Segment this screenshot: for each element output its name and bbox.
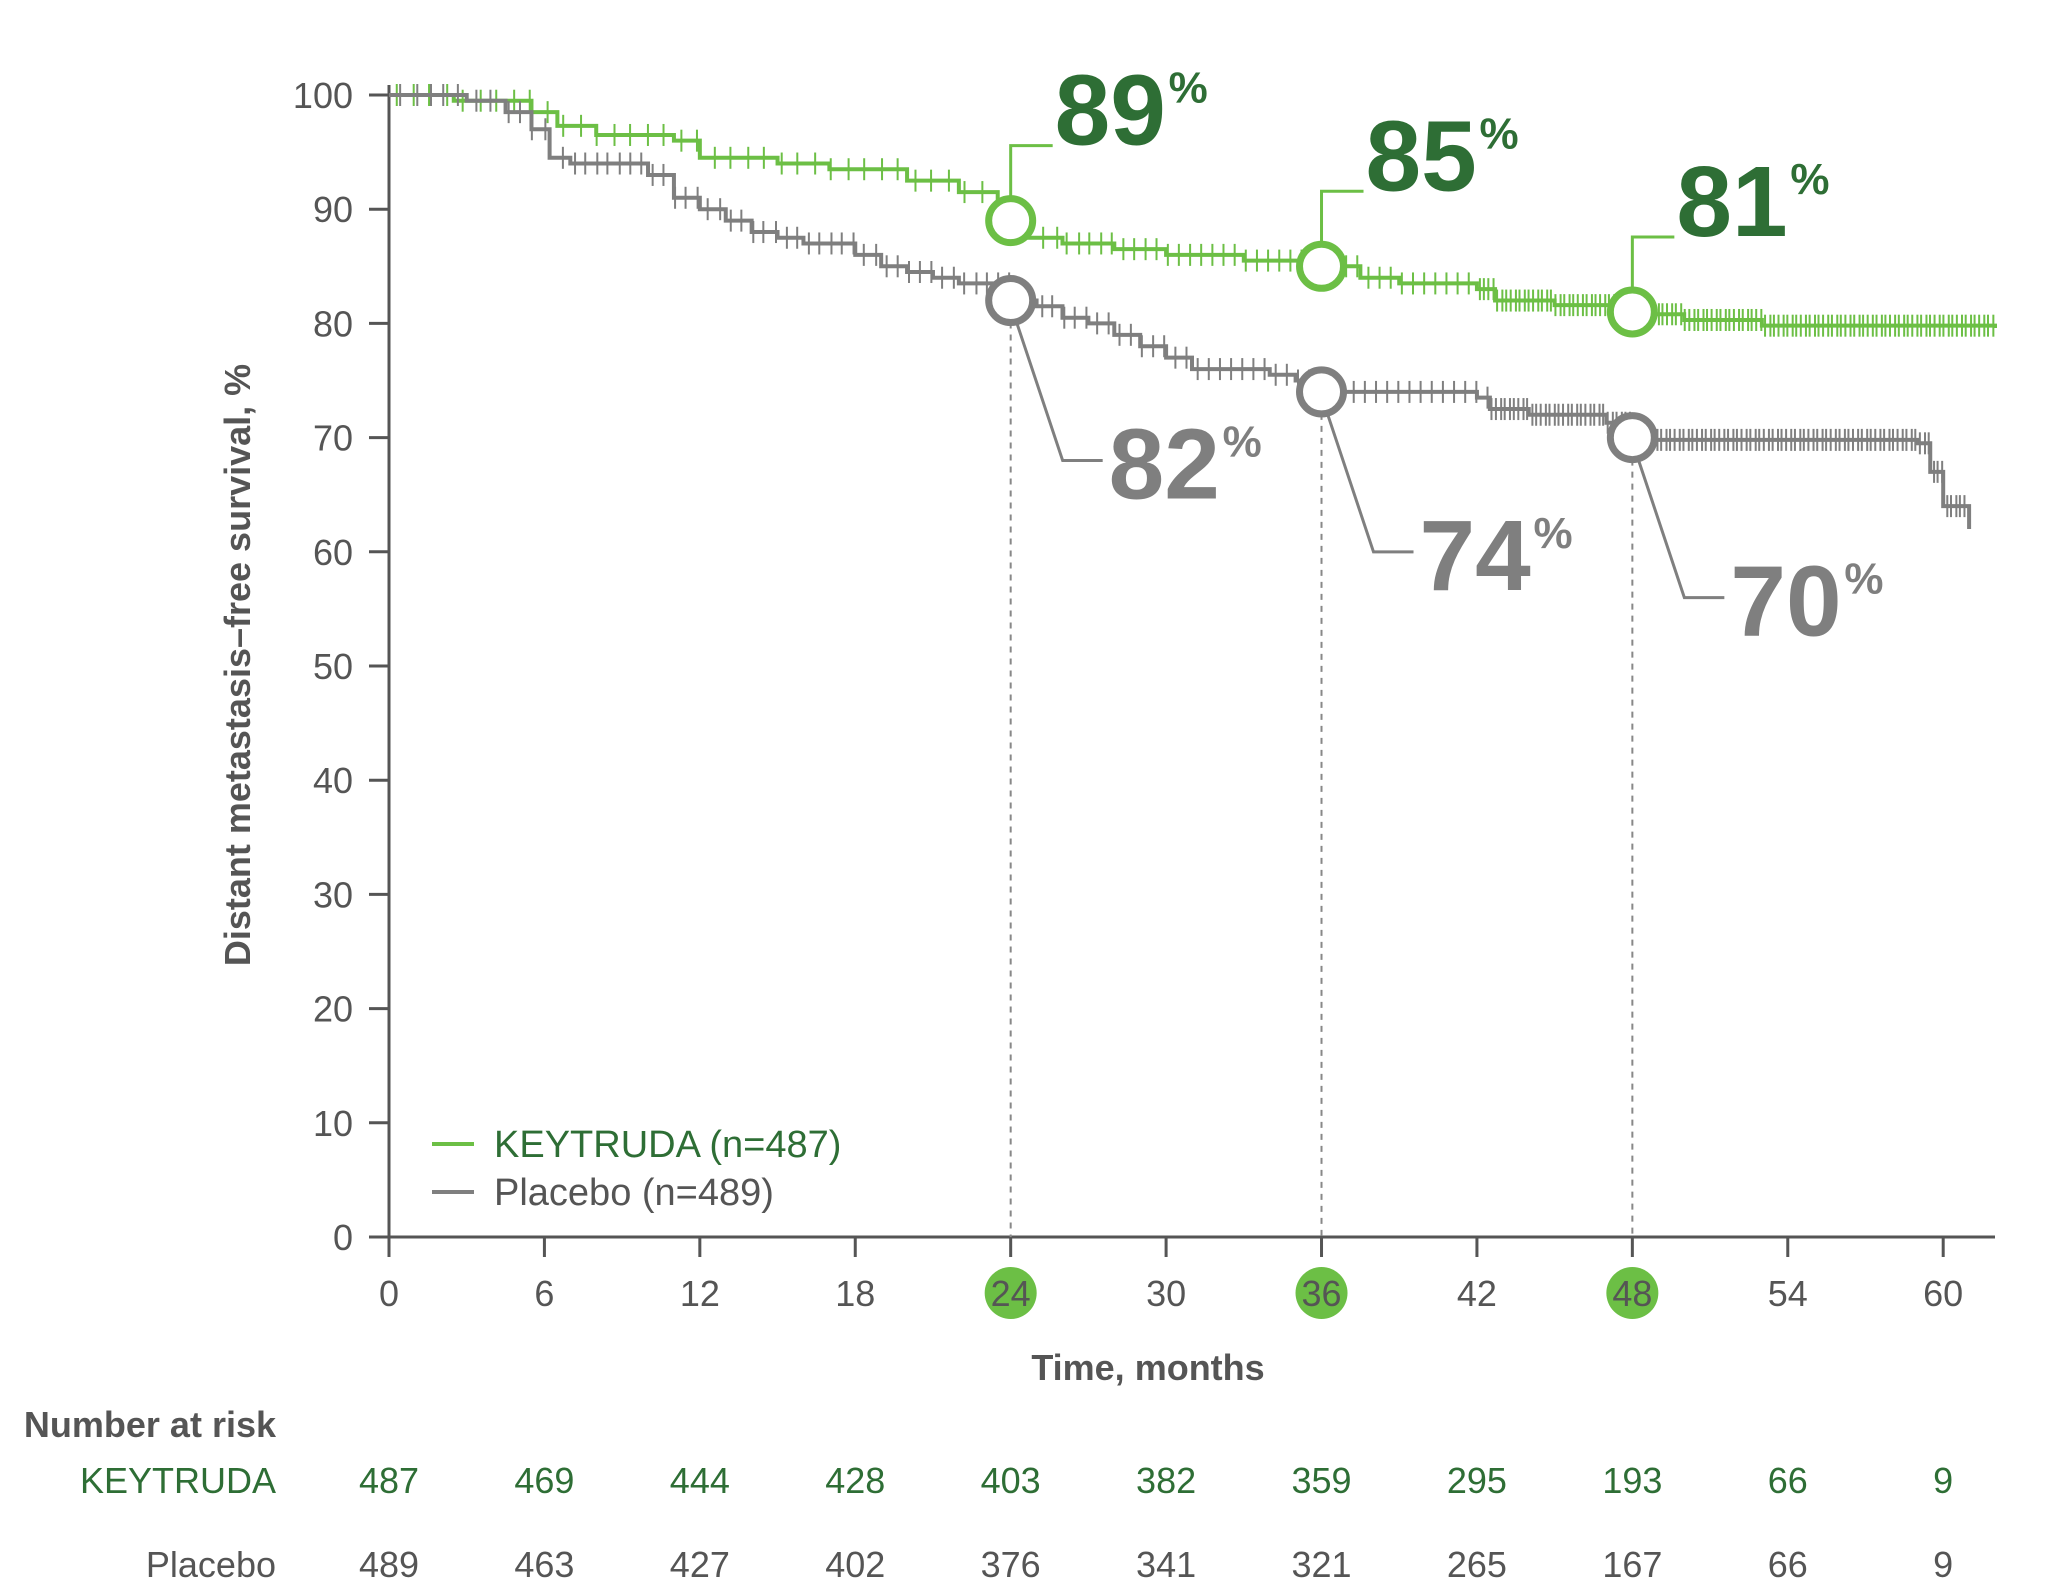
- x-axis-title: Time, months: [1031, 1347, 1264, 1388]
- risk-value: 66: [1768, 1460, 1808, 1501]
- callout-labels: 89 %85 %81 %82 %74 %70%: [1009, 55, 1883, 658]
- keytruda-marker: [1296, 240, 1348, 292]
- keytruda-marker: [985, 195, 1037, 247]
- keytruda-callout-unit: %: [1169, 64, 1208, 113]
- x-tick-highlight: [984, 1267, 1037, 1319]
- guide-lines: [1009, 322, 1634, 1237]
- risk-value: 9: [1933, 1544, 1953, 1585]
- x-tick-label: 42: [1457, 1273, 1497, 1314]
- keytruda-callout-value: 89: [1055, 55, 1166, 167]
- risk-row-label: KEYTRUDA: [80, 1460, 276, 1501]
- risk-value: 469: [514, 1460, 574, 1501]
- risk-value: 444: [670, 1460, 730, 1501]
- risk-row-label: Placebo: [146, 1544, 276, 1585]
- placebo-marker: [1606, 412, 1658, 464]
- placebo-callout-unit: %: [1844, 555, 1883, 604]
- x-tick-highlight: [1295, 1267, 1348, 1319]
- number-at-risk-title: Number at risk: [24, 1404, 277, 1445]
- y-tick-label: 100: [293, 75, 353, 116]
- axes: 0 10 20 30 40 50 60 70 80 90 100 0 6 12 18 24 30 36 42 48 54…: [293, 75, 1995, 1319]
- x-tick-label: 24: [991, 1273, 1031, 1314]
- risk-value: 487: [359, 1460, 419, 1501]
- risk-value: 167: [1602, 1544, 1662, 1585]
- y-tick-label: 80: [313, 303, 353, 344]
- y-tick-label: 30: [313, 874, 353, 915]
- x-tick-label: 60: [1923, 1273, 1963, 1314]
- placebo-marker: [1296, 366, 1348, 418]
- y-tick-label: 10: [313, 1103, 353, 1144]
- keytruda-censor-marks: [395, 84, 1995, 337]
- x-tick-label: 36: [1301, 1273, 1341, 1314]
- legend-entry: Placebo (n=489): [494, 1172, 774, 1214]
- placebo-callout-unit: %: [1223, 418, 1262, 467]
- y-tick-label: 70: [313, 418, 353, 459]
- placebo-curve: [389, 93, 1972, 529]
- callout-markers: [985, 195, 1658, 464]
- placebo-callout-value: 70: [1730, 546, 1841, 658]
- risk-value: 359: [1291, 1460, 1351, 1501]
- placebo-callout-unit: %: [1534, 509, 1573, 558]
- placebo-callout-value: 74: [1420, 500, 1532, 612]
- keytruda-callout-unit: %: [1790, 155, 1829, 204]
- x-tick-label: 30: [1146, 1273, 1186, 1314]
- risk-value: 489: [359, 1544, 419, 1585]
- y-tick-label: 20: [313, 989, 353, 1030]
- placebo-leader: [1326, 413, 1414, 554]
- x-tick-label: 48: [1612, 1273, 1652, 1314]
- keytruda-callout-value: 81: [1676, 146, 1787, 258]
- risk-value: 66: [1768, 1544, 1808, 1585]
- y-tick-label: 60: [313, 532, 353, 573]
- risk-value: 321: [1291, 1544, 1351, 1585]
- risk-value: 193: [1602, 1460, 1662, 1501]
- risk-value: 9: [1933, 1460, 1953, 1501]
- x-tick-label: 12: [680, 1273, 720, 1314]
- risk-value: 403: [981, 1460, 1041, 1501]
- y-axis-title: Distant metastasis–free survival, %: [217, 364, 258, 966]
- legend: KEYTRUDA (n=487) Placebo (n=489): [432, 1124, 841, 1214]
- x-tick-label: 6: [534, 1273, 554, 1314]
- placebo-leader: [1015, 322, 1103, 463]
- risk-value: 382: [1136, 1460, 1196, 1501]
- placebo-leader: [1636, 459, 1725, 600]
- x-tick-label: 54: [1768, 1273, 1808, 1314]
- risk-value: 402: [825, 1544, 885, 1585]
- keytruda-leader: [1009, 144, 1053, 197]
- risk-value: 341: [1136, 1544, 1196, 1585]
- keytruda-marker: [1606, 286, 1658, 338]
- risk-value: 265: [1447, 1544, 1507, 1585]
- x-tick-highlight: [1606, 1267, 1659, 1319]
- placebo-marker: [985, 275, 1037, 327]
- keytruda-leader: [1320, 189, 1364, 243]
- risk-value: 428: [825, 1460, 885, 1501]
- x-tick-label: 0: [379, 1273, 399, 1314]
- number-at-risk-table: Number at risk KEYTRUDA 487 469 444 428 403 382…: [24, 1404, 1953, 1585]
- risk-value: 463: [514, 1544, 574, 1585]
- risk-value: 427: [670, 1544, 730, 1585]
- y-tick-label: 50: [313, 646, 353, 687]
- x-tick-label: 18: [835, 1273, 875, 1314]
- keytruda-callout-unit: %: [1480, 109, 1519, 158]
- keytruda-callout-value: 85: [1366, 100, 1477, 212]
- risk-value: 376: [981, 1544, 1041, 1585]
- risk-value: 295: [1447, 1460, 1507, 1501]
- y-tick-label: 90: [313, 189, 353, 230]
- y-tick-label: 0: [333, 1217, 353, 1258]
- keytruda-curve: [389, 93, 1997, 328]
- legend-entry: KEYTRUDA (n=487): [494, 1124, 841, 1166]
- placebo-callout-value: 82: [1109, 409, 1220, 521]
- y-tick-label: 40: [313, 760, 353, 801]
- keytruda-leader: [1630, 235, 1675, 288]
